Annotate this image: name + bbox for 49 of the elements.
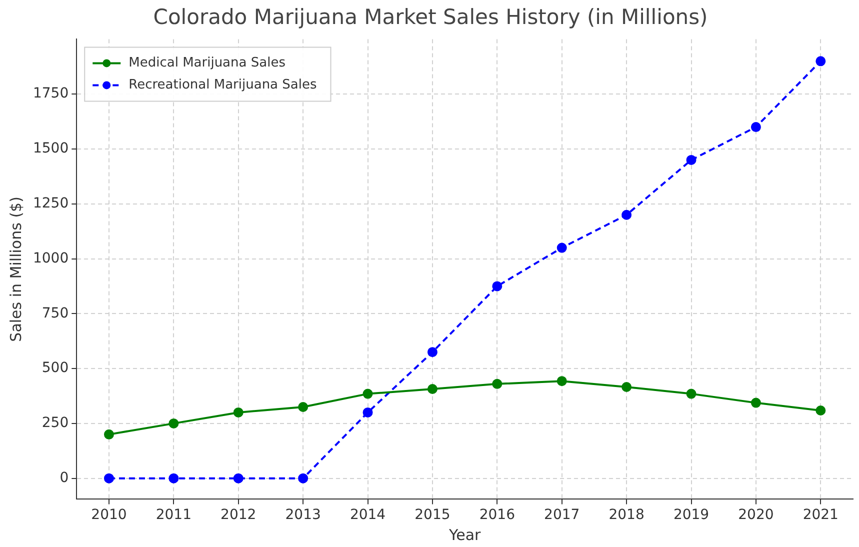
point xyxy=(686,388,696,399)
point xyxy=(362,407,373,418)
point xyxy=(622,382,632,392)
point xyxy=(168,473,179,484)
x-tick-label: 2012 xyxy=(220,507,256,524)
legend-label: Recreational Marijuana Sales xyxy=(128,78,317,93)
point xyxy=(168,418,179,428)
y-tick-label: 0 xyxy=(60,470,69,486)
point xyxy=(427,347,438,358)
y-axis-title: Sales in Millions ($) xyxy=(6,196,25,342)
x-tick-label: 2010 xyxy=(91,507,127,524)
point xyxy=(233,473,244,484)
point xyxy=(104,429,114,440)
y-tick-label: 1500 xyxy=(32,140,69,157)
x-tick-label: 2019 xyxy=(673,507,710,524)
x-axis-title: Year xyxy=(448,526,482,544)
point xyxy=(556,376,567,386)
x-tick-label: 2020 xyxy=(738,507,774,524)
x-tick-label: 2018 xyxy=(608,507,644,524)
point xyxy=(362,388,373,399)
legend-label: Medical Marijuana Sales xyxy=(128,56,286,71)
y-tick-label: 1250 xyxy=(32,196,69,212)
point xyxy=(556,242,567,253)
y-tick-label: 1000 xyxy=(32,250,69,266)
x-tick-label: 2014 xyxy=(350,507,386,524)
point xyxy=(233,407,244,418)
point xyxy=(104,473,114,484)
y-tick-label: 500 xyxy=(42,360,69,376)
point xyxy=(750,398,761,408)
x-tick-label: 2011 xyxy=(156,507,192,524)
x-tick-label: 2021 xyxy=(802,507,838,524)
point xyxy=(750,122,761,132)
chart-title: Colorado Marijuana Market Sales History (in Millions) xyxy=(153,5,708,30)
point xyxy=(492,378,502,389)
x-tick-label: 2013 xyxy=(285,507,321,524)
point xyxy=(298,473,308,484)
point xyxy=(622,210,632,220)
point xyxy=(492,281,502,292)
point xyxy=(816,405,826,416)
point xyxy=(427,384,438,394)
point xyxy=(816,56,826,66)
x-tick-label: 2015 xyxy=(414,507,450,524)
x-tick-label: 2016 xyxy=(479,507,516,524)
point xyxy=(298,402,308,412)
y-tick-label: 1750 xyxy=(32,86,69,102)
x-tick-label: 2017 xyxy=(544,507,580,524)
point xyxy=(686,154,696,165)
y-tick-label: 750 xyxy=(42,305,69,322)
y-tick-label: 250 xyxy=(42,415,69,432)
